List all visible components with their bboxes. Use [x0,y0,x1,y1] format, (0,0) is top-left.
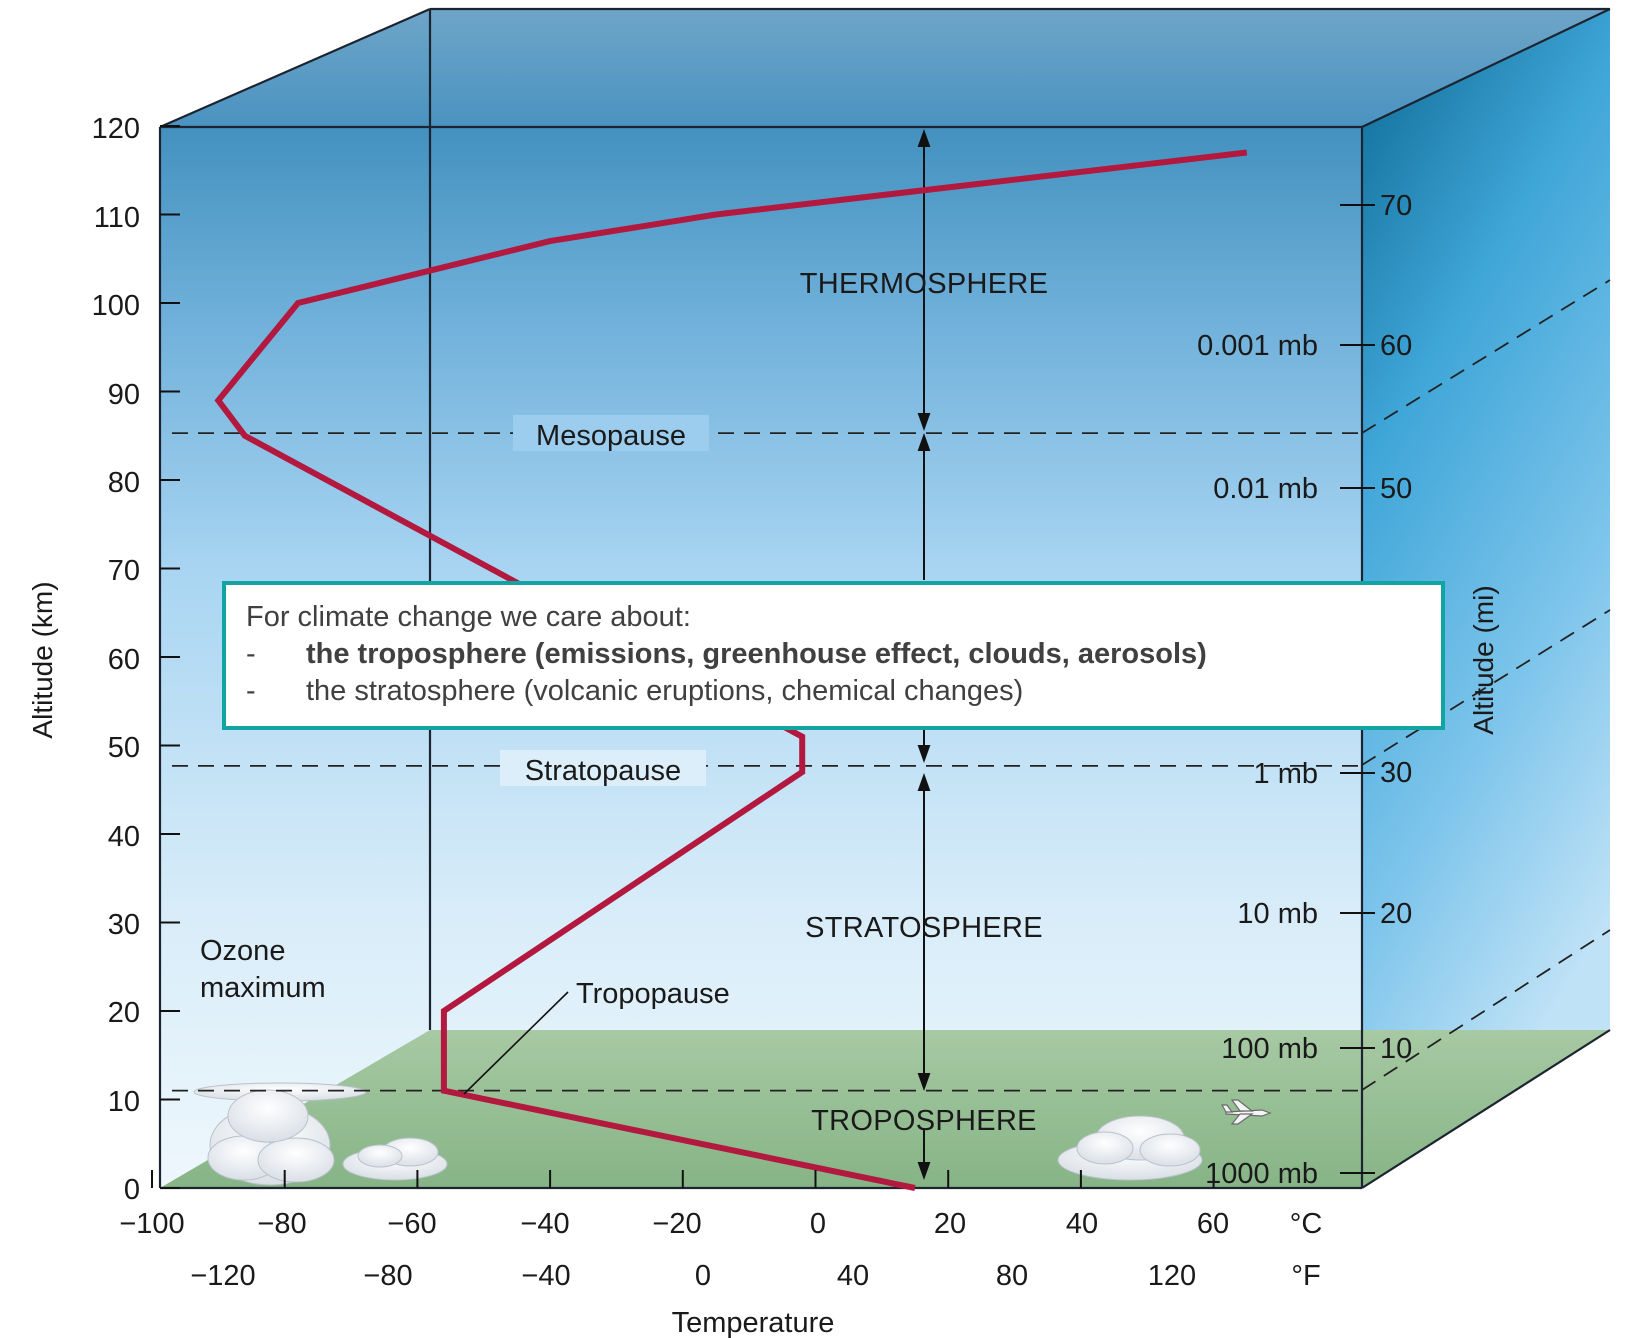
pressure-labels: 1000 mb 100 mb 10 mb 1 mb 0.01 mb 0.001 … [1197,330,1318,1190]
km-tick-10: 10 [108,1086,140,1118]
pressure-1000mb: 1000 mb [1205,1158,1318,1190]
km-tick-80: 80 [108,467,140,499]
fahrenheit-tick-labels: −120 −80 −40 0 40 80 120 [190,1260,1196,1292]
stratosphere-label: STRATOSPHERE [805,912,1043,944]
pressure-0.01mb: 0.01 mb [1213,473,1318,505]
boundary-dashed-lines [172,279,1611,1092]
callout-item-troposphere: - the troposphere (emissions, greenhouse… [246,636,1421,673]
temperature-profile-line [214,149,1248,1191]
callout-heading: For climate change we care about: [246,601,691,633]
stratopause-label: Stratopause [525,755,681,787]
celsius-tick-minus20: −20 [652,1208,701,1240]
bullet-dash: - [246,638,256,670]
pressure-1mb: 1 mb [1254,758,1318,790]
ground-plane [160,1030,1610,1188]
right-axis-title: Altitude (mi) [1468,585,1499,734]
pressure-100mb: 100 mb [1221,1033,1318,1065]
celsius-tick-minus100: −100 [119,1208,184,1240]
left-axis-title: Altitude (km) [27,581,58,738]
celsius-tick-minus80: −80 [257,1208,306,1240]
axis-ticks [151,125,1375,1189]
callout-item-stratosphere: - the stratosphere (volcanic eruptions, … [246,673,1421,710]
km-tick-40: 40 [108,821,140,853]
side-dashed-line-1 [1361,929,1611,1091]
bullet-dash: - [246,675,256,707]
km-tick-0: 0 [124,1174,140,1206]
fahrenheit-unit: °F [1291,1260,1320,1292]
climate-callout-box: For climate change we care about: - the … [222,581,1445,730]
mile-tick-20: 20 [1380,898,1412,930]
cumulonimbus-cloud [193,1082,367,1186]
celsius-tick-minus60: −60 [387,1208,436,1240]
mile-tick-70: 70 [1380,190,1412,222]
mesopause-label: Mesopause [536,420,686,452]
mile-tick-30: 30 [1380,757,1412,789]
km-tick-labels: 0 10 20 30 40 50 60 70 80 90 100 110 120 [92,113,140,1206]
callout-item-text: the troposphere (emissions, greenhouse e… [306,638,1207,670]
km-tick-50: 50 [108,732,140,764]
mile-tick-10: 10 [1380,1033,1412,1065]
fahrenheit-tick-minus80: −80 [363,1260,412,1292]
pressure-10mb: 10 mb [1237,898,1318,930]
airplane-icon [1220,1099,1272,1125]
stratopause-label-gap [500,750,706,786]
mile-tick-labels: 10 20 30 50 60 70 [1380,190,1412,1065]
tropopause-label: Tropopause [576,978,730,1010]
fahrenheit-tick-40: 40 [837,1260,869,1292]
celsius-tick-labels: −100 −80 −60 −40 −20 0 20 40 60 [119,1208,1229,1240]
fahrenheit-tick-0: 0 [695,1260,711,1292]
box-right-face [1362,9,1610,1188]
ozone-label-line2: maximum [200,972,326,1004]
km-tick-20: 20 [108,997,140,1029]
pressure-0.001mb: 0.001 mb [1197,330,1318,362]
side-dashed-line-3 [1361,279,1611,434]
thermosphere-label: THERMOSPHERE [800,268,1049,300]
km-tick-30: 30 [108,909,140,941]
callout-item-text: the stratosphere (volcanic eruptions, ch… [306,675,1024,707]
km-tick-120: 120 [92,113,140,145]
celsius-unit: °C [1290,1208,1323,1240]
km-tick-110: 110 [94,202,140,234]
km-tick-70: 70 [108,555,140,587]
cumulus-cloud-left [342,1137,448,1181]
mesopause-label-gap [513,415,709,451]
celsius-tick-20: 20 [934,1208,966,1240]
celsius-tick-40: 40 [1066,1208,1098,1240]
fahrenheit-tick-120: 120 [1148,1260,1196,1292]
celsius-tick-minus40: −40 [520,1208,569,1240]
troposphere-label: TROPOSPHERE [811,1105,1037,1137]
km-tick-100: 100 [92,290,140,322]
km-tick-60: 60 [108,644,140,676]
tropopause-leader-line [463,991,569,1095]
cumulus-cloud-right [1057,1115,1203,1181]
mile-tick-60: 60 [1380,330,1412,362]
fahrenheit-tick-minus120: −120 [190,1260,255,1292]
bottom-axis-title: Temperature [672,1307,835,1338]
mile-tick-50: 50 [1380,473,1412,505]
ozone-label-line1: Ozone [200,935,285,967]
fahrenheit-tick-80: 80 [996,1260,1028,1292]
fahrenheit-tick-minus40: −40 [521,1260,570,1292]
celsius-tick-0: 0 [810,1208,826,1240]
side-dashed-line-2 [1361,609,1611,766]
km-tick-90: 90 [108,379,140,411]
celsius-tick-60: 60 [1197,1208,1229,1240]
box-top-face [160,9,1610,127]
